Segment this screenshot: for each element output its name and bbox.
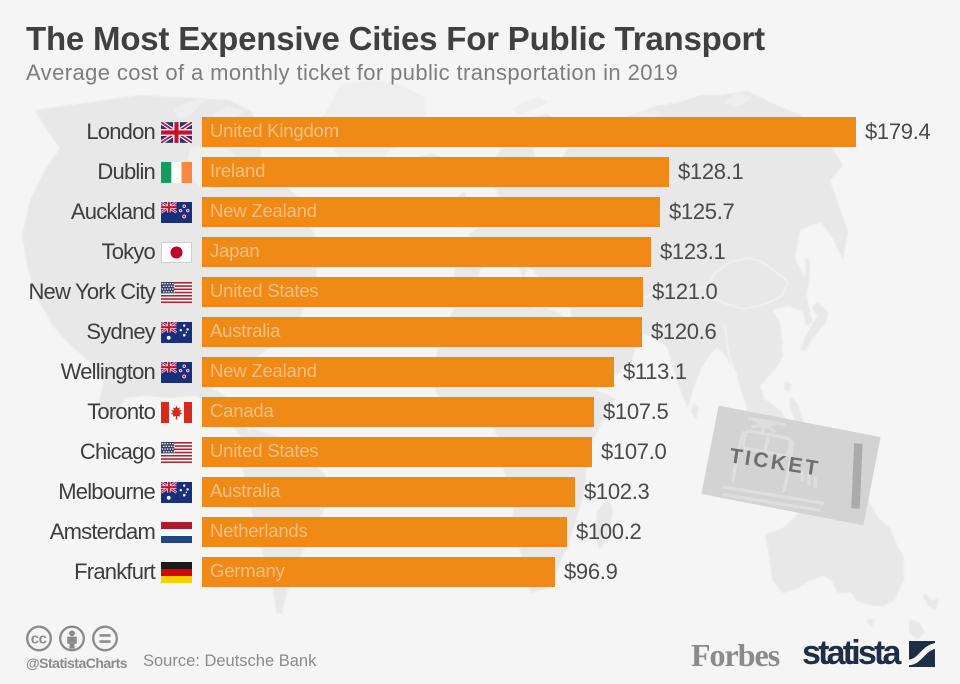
- svg-text:cc: cc: [31, 631, 47, 648]
